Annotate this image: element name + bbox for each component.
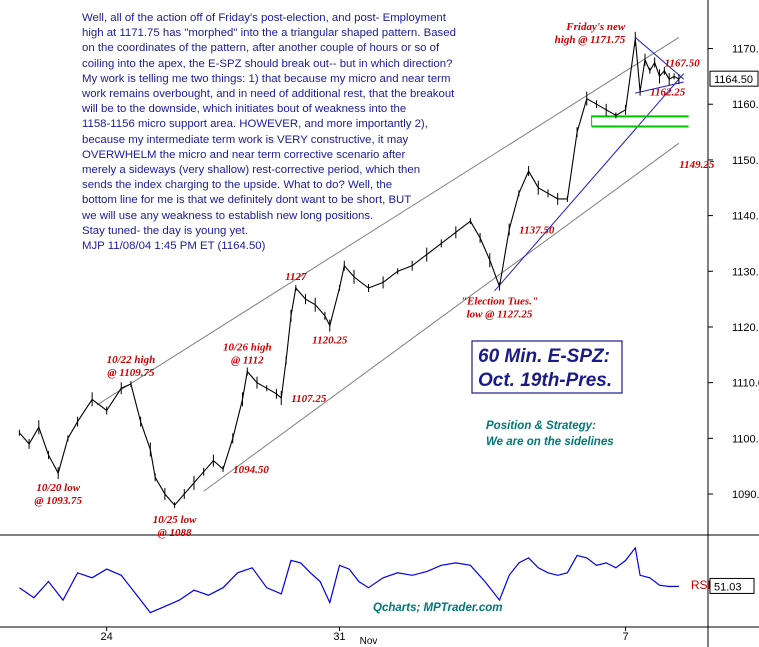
commentary-line: OVERWHELM the micro and near term correc… [82, 148, 406, 161]
chart-text: 60 Min. E-SPZ: Oct. 19th-Pres. Position & … [373, 340, 623, 614]
commentary-line: MJP 11/08/04 1:45 PM ET (1164.50) [82, 240, 266, 253]
support-zone-top [591, 115, 689, 118]
annotation-label: 1149.25 [679, 159, 715, 171]
chart-subtitle: Oct. 19th-Pres. [478, 370, 612, 391]
strategy-title: Position & Strategy: [486, 420, 596, 432]
rsi-value-label: 51.03 [714, 581, 742, 593]
commentary-line: because my intermediate term work is VER… [82, 133, 409, 146]
trend-line-rising-support [494, 73, 685, 292]
x-tick-label: 31 [333, 631, 345, 643]
commentary-line: Stay tuned- the day is young yet. [82, 224, 248, 237]
annotation-label: 10/20 low @ 1093.75 [34, 482, 82, 507]
y-tick-label: 1130.00 [732, 266, 759, 278]
price-line [18, 38, 680, 507]
y-tick-label: 1120.00 [732, 322, 759, 334]
trend-line-triangle-lower [635, 81, 684, 94]
credit-label: Qcharts; MPTrader.com [373, 602, 503, 614]
x-month-label: Nov [360, 636, 378, 647]
axes: 1090.00 1100.00 1110.00 1120.00 1130.00 1140.… [101, 44, 759, 647]
commentary-line: work remains overbought, and in need of … [82, 88, 455, 101]
y-tick-label: 1160.00 [732, 99, 759, 111]
commentary-line: 1158-1156 micro support area. HOWEVER, a… [82, 118, 428, 131]
strategy-text: We are on the sidelines [486, 436, 614, 448]
annotation-label: 10/22 high @ 1109.75 [107, 354, 156, 379]
annotations: 10/20 low @ 1093.75 10/22 high @ 1109.75 10/… [34, 21, 714, 539]
commentary-line: will be to the downside, which initiates… [82, 103, 407, 116]
commentary-line: My work is telling me two things: 1) tha… [82, 72, 451, 85]
y-tick-label: 1100.00 [732, 433, 759, 445]
annotation-label: 1137.50 [519, 225, 555, 237]
last-price-box [709, 70, 759, 87]
annotation-label: 1107.25 [291, 393, 327, 405]
annotation-label: Friday's new high @ 1171.75 [555, 21, 626, 46]
annotation-label: 1094.50 [233, 464, 269, 476]
support-zone [591, 115, 689, 128]
x-tick-label: 7 [622, 631, 628, 643]
annotation-label: 1127 [285, 271, 307, 283]
commentary-line: sends the index charging to the upside. … [82, 179, 393, 192]
commentary-line: coiling into the apex, the E-SPZ should … [82, 57, 453, 70]
rsi-series: RSI [19, 546, 711, 614]
y-tick-label: 1150.00 [732, 155, 759, 167]
rsi-value-box [709, 577, 755, 594]
annotation-label: "Election Tues." low @ 1127.25 [461, 296, 538, 321]
commentary-line: merely a sideways (very shallow) rest-co… [82, 164, 421, 177]
chart-title: 60 Min. E-SPZ: [478, 346, 610, 367]
y-tick-label: 1170.00 [732, 44, 759, 56]
commentary-line: we will use any weakness to establish ne… [82, 209, 374, 222]
title-box [471, 340, 623, 394]
y-tick-label: 1140.00 [732, 211, 759, 223]
commentary-line: high at 1171.75 has "morphed" into the a… [82, 27, 456, 40]
commentary-line: on the coordinates of the pattern, after… [82, 42, 440, 55]
y-tick-label: 1110.00 [732, 378, 759, 390]
annotation-label: 1162.25 [650, 87, 686, 99]
trend-lines [96, 36, 685, 492]
x-tick-label: 24 [101, 631, 113, 643]
support-zone-bottom [591, 125, 689, 128]
price-series [18, 31, 680, 509]
trend-line-upper-channel [96, 36, 680, 406]
y-tick-label: 1090.00 [732, 489, 759, 501]
rsi-label: RSI [691, 578, 711, 592]
commentary-text: Well, all of the action off of Friday's … [82, 11, 497, 254]
annotation-label: 1167.50 [665, 57, 701, 69]
trend-line-lower-channel [203, 142, 680, 492]
commentary-line: Well, all of the action off of Friday's … [82, 12, 446, 24]
annotation-label: 10/25 low @ 1088 [153, 514, 197, 539]
rsi-line [19, 546, 679, 614]
commentary-line: bottom line for me is that we definitely… [82, 194, 412, 207]
last-price-label: 1164.50 [714, 74, 753, 86]
annotation-label: 1120.25 [312, 335, 348, 347]
annotation-label: 10/26 high @ 1112 [223, 342, 272, 367]
trend-line-triangle-upper [634, 37, 685, 80]
